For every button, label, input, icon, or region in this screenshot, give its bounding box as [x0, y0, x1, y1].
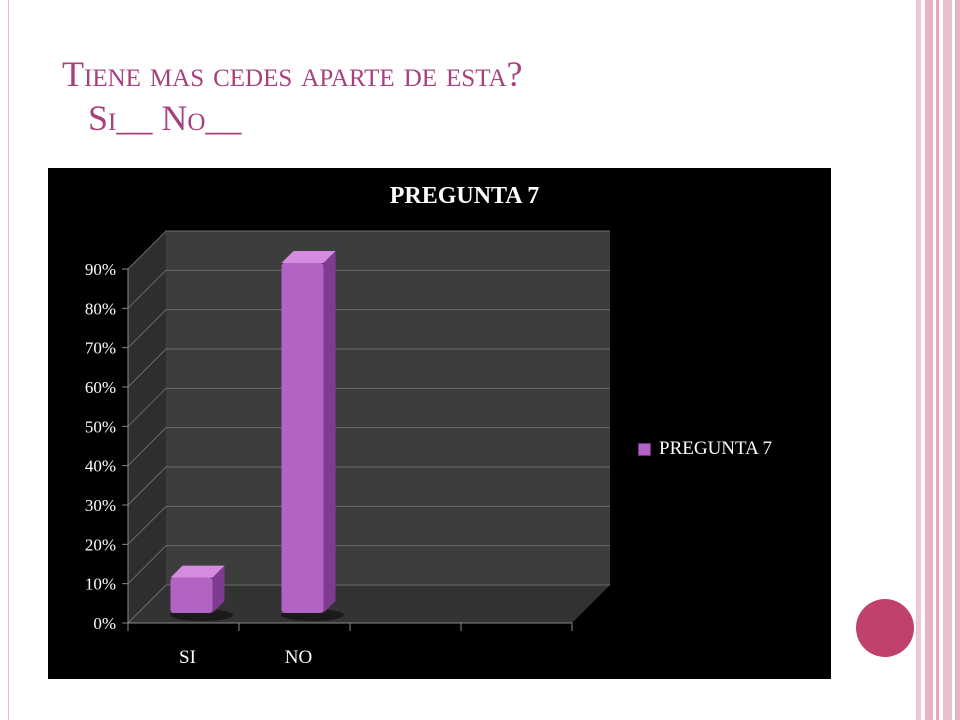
gridline: [127, 269, 610, 309]
chart-floor: [128, 585, 610, 623]
bar-chart: 0% 10% 20% 30% 40% 50% 60% 70% 80% 90% SI NO: [85, 230, 610, 668]
slide-right-stripes: [916, 0, 960, 720]
bar-top-no: [281, 251, 336, 263]
bar-side-no: [323, 251, 336, 613]
bar-no: [281, 263, 324, 613]
chart-legend: PREGUNTA 7: [638, 438, 772, 460]
x-tick-label: NO: [285, 647, 312, 668]
gridline: [127, 427, 610, 467]
chart-container: 0% 10% 20% 30% 40% 50% 60% 70% 80% 90% SI NO PREGUN…: [48, 168, 831, 679]
chart-side-wall: [128, 231, 166, 623]
y-tick-label: 10%: [85, 575, 116, 594]
x-tick-label: SI: [179, 647, 196, 668]
bar-side-si: [212, 565, 225, 613]
bar-si: [170, 577, 213, 613]
slide-title: Tiene mas cedes aparte de esta? Si__ No_…: [62, 52, 882, 140]
y-tick-label: 90%: [85, 260, 116, 279]
chart-title: PREGUNTA 7: [389, 183, 540, 209]
y-tick-label: 30%: [85, 496, 116, 515]
gridline: [127, 348, 610, 388]
legend-label: PREGUNTA 7: [659, 438, 773, 459]
gridline: [127, 309, 610, 349]
gridline: [127, 387, 610, 427]
y-tick-label: 60%: [85, 378, 116, 397]
legend-swatch: [638, 442, 651, 456]
slide-title-line2: Si__ No__: [88, 98, 242, 138]
y-tick-label: 0%: [93, 614, 116, 633]
gridline: [127, 584, 610, 624]
decorative-circle: [856, 599, 914, 657]
y-tick-label: 20%: [85, 535, 116, 554]
y-tick-label: 50%: [85, 417, 116, 436]
gridline: [127, 505, 610, 545]
bar-top-si: [170, 565, 225, 578]
chart-back-wall: [166, 231, 610, 585]
gridline: [127, 230, 610, 270]
slide-title-line1: Tiene mas cedes aparte de esta?: [62, 54, 523, 94]
y-tick-label: 80%: [85, 299, 116, 318]
gridline: [127, 545, 610, 585]
y-tick-label: 70%: [85, 339, 116, 358]
gridline: [127, 466, 610, 506]
slide-left-border: [8, 0, 9, 720]
y-tick-label: 40%: [85, 457, 116, 476]
